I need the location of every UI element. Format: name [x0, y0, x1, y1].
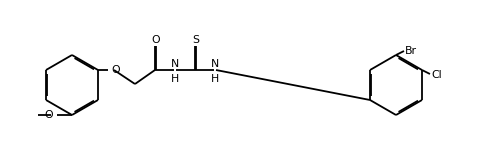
Text: S: S — [192, 35, 199, 44]
Text: Cl: Cl — [431, 70, 441, 80]
Text: H: H — [171, 73, 179, 84]
Text: O: O — [45, 110, 53, 120]
Text: Br: Br — [405, 46, 417, 56]
Text: H: H — [211, 73, 219, 84]
Text: N: N — [171, 59, 179, 69]
Text: O: O — [151, 35, 160, 44]
Text: N: N — [211, 59, 219, 69]
Text: O: O — [112, 65, 120, 75]
